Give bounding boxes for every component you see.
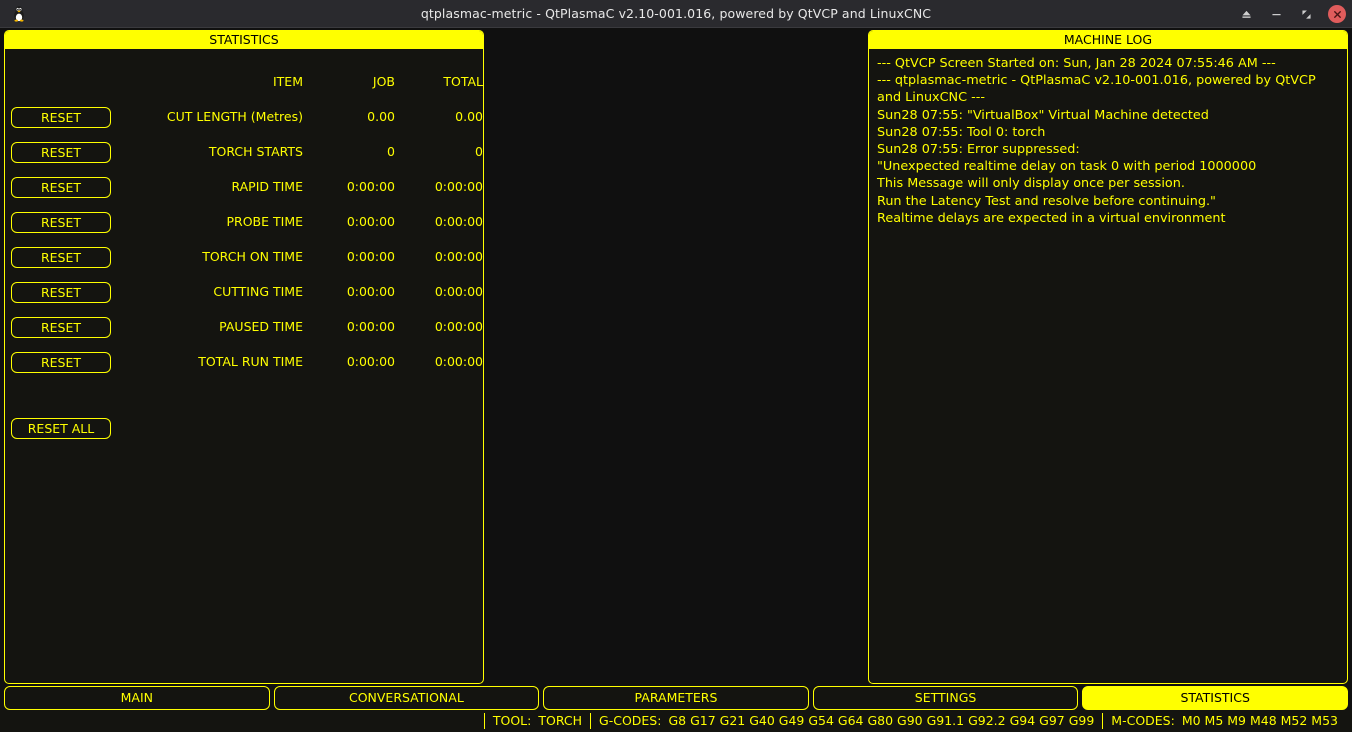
statistics-panel: STATISTICS ITEM JOB TOTAL RESET CUT LENGT… xyxy=(4,30,484,684)
statistics-table-header: ITEM JOB TOTAL xyxy=(5,73,483,91)
statistics-row: RESET PROBE TIME 0:00:00 0:00:00 xyxy=(5,212,483,234)
statistics-row-job: 0:00:00 xyxy=(346,284,395,299)
machine-log-line: "Unexpected realtime delay on task 0 wit… xyxy=(877,159,1257,175)
statistics-row-total: 0:00:00 xyxy=(434,319,483,334)
status-mcodes-value: M0 M5 M9 M48 M52 M53 xyxy=(1181,713,1338,728)
statistics-row-total: 0 xyxy=(475,144,483,159)
statistics-row-total: 0:00:00 xyxy=(434,354,483,369)
tab-parameters[interactable]: PARAMETERS xyxy=(543,686,809,710)
status-mcodes: M-CODES: M0 M5 M9 M48 M52 M53 xyxy=(1102,713,1346,729)
status-bar: TOOL: TORCH G-CODES: G8 G17 G21 G40 G49 … xyxy=(0,710,1352,732)
machine-log-text[interactable]: --- QtVCP Screen Started on: Sun, Jan 28… xyxy=(869,49,1347,683)
statistics-row-job: 0:00:00 xyxy=(346,319,395,334)
statistics-row-total: 0:00:00 xyxy=(434,249,483,264)
column-header-total: TOTAL xyxy=(443,74,483,89)
reset-button[interactable]: RESET xyxy=(11,177,111,198)
reset-all-button[interactable]: RESET ALL xyxy=(11,418,111,439)
statistics-row: RESET TOTAL RUN TIME 0:00:00 0:00:00 xyxy=(5,352,483,374)
machine-log-line: Sun28 07:55: "VirtualBox" Virtual Machin… xyxy=(877,107,1209,123)
statistics-row-item: CUTTING TIME xyxy=(213,284,303,299)
tux-icon xyxy=(10,5,28,23)
statistics-row-total: 0:00:00 xyxy=(434,179,483,194)
close-icon[interactable] xyxy=(1328,5,1346,23)
statistics-row: RESET TORCH STARTS 0 0 xyxy=(5,142,483,164)
machine-log-panel-header: MACHINE LOG xyxy=(869,31,1347,49)
main-tab-bar: MAIN CONVERSATIONAL PARAMETERS SETTINGS STAT… xyxy=(0,686,1352,710)
statistics-row-job: 0:00:00 xyxy=(346,249,395,264)
reset-button[interactable]: RESET xyxy=(11,317,111,338)
statistics-row: RESET PAUSED TIME 0:00:00 0:00:00 xyxy=(5,317,483,339)
statistics-row-item: PROBE TIME xyxy=(226,214,303,229)
statistics-row: RESET CUT LENGTH (Metres) 0.00 0.00 xyxy=(5,107,483,129)
statistics-row-job: 0 xyxy=(387,144,395,159)
reset-button[interactable]: RESET xyxy=(11,282,111,303)
statistics-row: RESET TORCH ON TIME 0:00:00 0:00:00 xyxy=(5,247,483,269)
statistics-row-item: TORCH ON TIME xyxy=(202,249,303,264)
window-title: qtplasmac-metric - QtPlasmaC v2.10-001.0… xyxy=(420,6,932,21)
reset-button[interactable]: RESET xyxy=(11,107,111,128)
status-tool: TOOL: TORCH xyxy=(483,713,590,729)
reset-button[interactable]: RESET xyxy=(11,212,111,233)
title-bar: qtplasmac-metric - QtPlasmaC v2.10-001.0… xyxy=(0,0,1352,28)
tab-conversational[interactable]: CONVERSATIONAL xyxy=(273,686,540,710)
statistics-row-item: TORCH STARTS xyxy=(208,144,303,159)
maximize-restore-icon[interactable] xyxy=(1298,6,1314,22)
statistics-row-item: CUT LENGTH (Metres) xyxy=(166,109,303,124)
statistics-row-item: PAUSED TIME xyxy=(219,319,303,334)
machine-log-line: --- qtplasmac-metric - QtPlasmaC v2.10-0… xyxy=(877,73,1320,106)
column-header-item: ITEM xyxy=(272,74,303,89)
status-gcodes-value: G8 G17 G21 G40 G49 G54 G64 G80 G90 G91.1… xyxy=(668,713,1095,728)
statistics-row-job: 0:00:00 xyxy=(346,354,395,369)
tab-statistics[interactable]: STATISTICS xyxy=(1082,686,1348,710)
statistics-row-total: 0:00:00 xyxy=(434,214,483,229)
statistics-row-job: 0.00 xyxy=(367,109,395,124)
statistics-row-job: 0:00:00 xyxy=(346,179,395,194)
status-tool-value: TORCH xyxy=(538,713,583,728)
statistics-row-total: 0:00:00 xyxy=(434,284,483,299)
tab-main[interactable]: MAIN xyxy=(4,686,270,710)
machine-log-line: Sun28 07:55: Error suppressed: xyxy=(877,142,1080,158)
statistics-row-item: TOTAL RUN TIME xyxy=(198,354,303,369)
statistics-row-item: RAPID TIME xyxy=(231,179,303,194)
machine-log-panel: MACHINE LOG --- QtVCP Screen Started on:… xyxy=(868,30,1348,684)
machine-log-line: Realtime delays are expected in a virtua… xyxy=(877,210,1226,226)
statistics-row-job: 0:00:00 xyxy=(346,214,395,229)
machine-log-line: --- QtVCP Screen Started on: Sun, Jan 28… xyxy=(877,56,1276,71)
statistics-row-total: 0.00 xyxy=(455,109,483,124)
window-controls xyxy=(1238,0,1346,28)
machine-log-line: This Message will only display once per … xyxy=(877,176,1185,192)
machine-log-line: Sun28 07:55: Tool 0: torch xyxy=(877,124,1046,140)
status-mcodes-label: M-CODES: xyxy=(1111,713,1175,728)
tab-settings[interactable]: SETTINGS xyxy=(812,686,1079,710)
reset-button[interactable]: RESET xyxy=(11,352,111,373)
status-tool-label: TOOL: xyxy=(492,713,532,728)
reset-button[interactable]: RESET xyxy=(11,247,111,268)
statistics-panel-header: STATISTICS xyxy=(5,31,483,49)
column-header-job: JOB xyxy=(372,74,395,89)
eject-icon[interactable] xyxy=(1238,6,1254,22)
statistics-row: RESET CUTTING TIME 0:00:00 0:00:00 xyxy=(5,282,483,304)
reset-button[interactable]: RESET xyxy=(11,142,111,163)
status-gcodes-label: G-CODES: xyxy=(599,713,662,728)
statistics-row: RESET RAPID TIME 0:00:00 0:00:00 xyxy=(5,177,483,199)
machine-log-line: Run the Latency Test and resolve before … xyxy=(877,193,1216,209)
statistics-table: ITEM JOB TOTAL RESET CUT LENGTH (Metres) 0… xyxy=(5,49,483,683)
minimize-icon[interactable] xyxy=(1268,6,1284,22)
status-gcodes: G-CODES: G8 G17 G21 G40 G49 G54 G64 G80 … xyxy=(590,713,1102,729)
